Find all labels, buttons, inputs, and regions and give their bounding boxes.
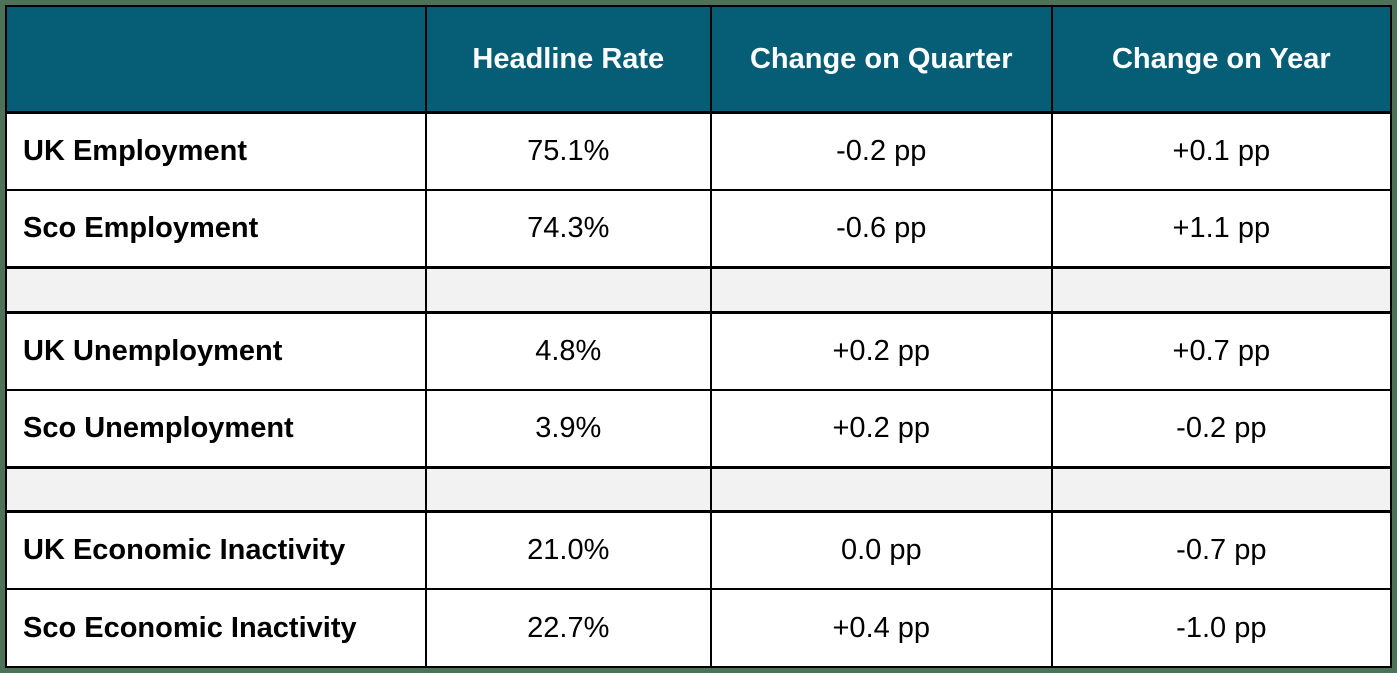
- change-on-quarter-value: +0.2 pp: [709, 311, 1053, 391]
- change-on-year-value: +0.1 pp: [1050, 111, 1393, 192]
- spacer-cell: [424, 266, 712, 314]
- change-on-year-value: +1.1 pp: [1050, 189, 1393, 269]
- spacer-cell: [424, 465, 712, 514]
- row-label: UK Unemployment: [5, 311, 427, 391]
- spacer-cell: [5, 465, 427, 514]
- header-blank-cell: [5, 5, 427, 114]
- spacer-cell: [709, 465, 1053, 514]
- spacer-cell: [5, 266, 427, 314]
- labour-market-stats-table: Headline Rate Change on Quarter Change o…: [5, 5, 1393, 668]
- headline-rate-value: 74.3%: [424, 189, 712, 269]
- headline-rate-value: 75.1%: [424, 111, 712, 192]
- header-change-on-quarter: Change on Quarter: [709, 5, 1053, 114]
- change-on-year-value: +0.7 pp: [1050, 311, 1393, 391]
- spacer-row: [5, 465, 1393, 514]
- row-label: UK Employment: [5, 111, 427, 192]
- spacer-cell: [1050, 266, 1393, 314]
- headline-rate-value: 22.7%: [424, 588, 712, 668]
- table-row-uk-employment: UK Employment 75.1% -0.2 pp +0.1 pp: [5, 111, 1393, 192]
- table-row-sco-unemployment: Sco Unemployment 3.9% +0.2 pp -0.2 pp: [5, 388, 1393, 469]
- change-on-year-value: -0.2 pp: [1050, 388, 1393, 469]
- change-on-quarter-value: 0.0 pp: [709, 510, 1053, 591]
- spacer-cell: [709, 266, 1053, 314]
- change-on-year-value: -1.0 pp: [1050, 588, 1393, 668]
- table-row-sco-employment: Sco Employment 74.3% -0.6 pp +1.1 pp: [5, 189, 1393, 269]
- table-row-uk-economic-inactivity: UK Economic Inactivity 21.0% 0.0 pp -0.7…: [5, 510, 1393, 591]
- change-on-quarter-value: +0.4 pp: [709, 588, 1053, 668]
- change-on-quarter-value: +0.2 pp: [709, 388, 1053, 469]
- table-row-uk-unemployment: UK Unemployment 4.8% +0.2 pp +0.7 pp: [5, 311, 1393, 391]
- row-label: UK Economic Inactivity: [5, 510, 427, 591]
- header-change-on-year: Change on Year: [1050, 5, 1393, 114]
- change-on-quarter-value: -0.6 pp: [709, 189, 1053, 269]
- spacer-row: [5, 266, 1393, 314]
- headline-rate-value: 4.8%: [424, 311, 712, 391]
- header-row: Headline Rate Change on Quarter Change o…: [5, 5, 1393, 114]
- table-row-sco-economic-inactivity: Sco Economic Inactivity 22.7% +0.4 pp -1…: [5, 588, 1393, 668]
- row-label: Sco Economic Inactivity: [5, 588, 427, 668]
- headline-rate-value: 3.9%: [424, 388, 712, 469]
- row-label: Sco Employment: [5, 189, 427, 269]
- change-on-quarter-value: -0.2 pp: [709, 111, 1053, 192]
- header-headline-rate: Headline Rate: [424, 5, 712, 114]
- headline-rate-value: 21.0%: [424, 510, 712, 591]
- change-on-year-value: -0.7 pp: [1050, 510, 1393, 591]
- row-label: Sco Unemployment: [5, 388, 427, 469]
- spacer-cell: [1050, 465, 1393, 514]
